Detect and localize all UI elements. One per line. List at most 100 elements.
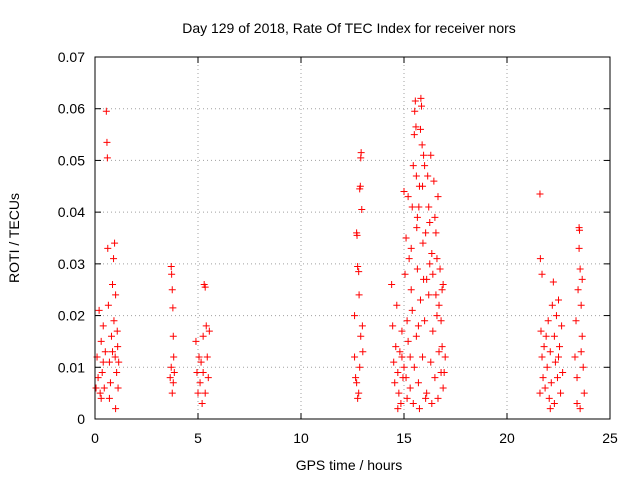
data-point bbox=[395, 389, 403, 397]
data-point bbox=[355, 389, 363, 397]
y-tick-labels: 0 0.01 0.02 0.03 0.04 0.05 0.06 0.07 bbox=[58, 49, 85, 427]
data-point bbox=[103, 138, 111, 146]
data-point bbox=[540, 343, 548, 351]
data-point bbox=[205, 327, 213, 335]
data-point bbox=[576, 405, 584, 413]
data-point bbox=[423, 389, 431, 397]
data-point bbox=[102, 107, 110, 115]
data-point bbox=[431, 213, 439, 221]
data-point bbox=[112, 405, 120, 413]
data-point bbox=[170, 353, 178, 361]
data-point bbox=[114, 384, 122, 392]
data-point bbox=[425, 203, 433, 211]
data-point bbox=[413, 213, 421, 221]
data-point bbox=[576, 226, 584, 234]
data-point bbox=[169, 379, 177, 387]
data-point bbox=[417, 94, 425, 102]
data-point bbox=[114, 343, 122, 351]
data-point bbox=[406, 384, 414, 392]
data-point bbox=[407, 286, 415, 294]
data-point bbox=[113, 327, 121, 335]
data-point bbox=[546, 348, 554, 356]
data-point bbox=[537, 327, 545, 335]
data-point bbox=[418, 141, 426, 149]
data-point bbox=[167, 363, 175, 371]
data-point bbox=[193, 368, 201, 376]
data-point bbox=[412, 332, 420, 340]
data-point bbox=[426, 218, 434, 226]
data-point bbox=[203, 353, 211, 361]
data-point bbox=[109, 348, 117, 356]
data-point bbox=[551, 358, 559, 366]
data-point bbox=[422, 394, 430, 402]
data-point bbox=[357, 332, 365, 340]
data-point bbox=[409, 399, 417, 407]
data-point bbox=[392, 343, 400, 351]
data-point bbox=[405, 255, 413, 263]
data-point bbox=[111, 239, 119, 247]
data-point bbox=[94, 374, 102, 382]
data-point bbox=[541, 384, 549, 392]
data-point bbox=[418, 102, 426, 110]
data-point bbox=[424, 172, 432, 180]
data-point bbox=[355, 291, 363, 299]
data-point bbox=[110, 317, 118, 325]
data-point bbox=[543, 363, 551, 371]
plot-frame bbox=[94, 56, 611, 420]
data-points bbox=[92, 94, 588, 413]
data-point bbox=[406, 353, 414, 361]
data-point bbox=[436, 265, 444, 273]
data-point bbox=[575, 244, 583, 252]
data-point bbox=[358, 206, 366, 214]
data-point bbox=[389, 322, 397, 330]
data-point bbox=[422, 229, 430, 237]
data-point bbox=[201, 283, 209, 291]
data-point bbox=[388, 281, 396, 289]
data-point bbox=[197, 358, 205, 366]
data-point bbox=[420, 151, 428, 159]
data-point bbox=[434, 193, 442, 201]
x-tick-label: 0 bbox=[91, 430, 99, 446]
x-tick-label: 10 bbox=[293, 430, 309, 446]
data-point bbox=[101, 348, 109, 356]
data-point bbox=[403, 317, 411, 325]
data-point bbox=[109, 281, 117, 289]
data-point bbox=[556, 343, 564, 351]
data-point bbox=[432, 291, 440, 299]
data-point bbox=[202, 322, 210, 330]
data-point bbox=[538, 353, 546, 361]
data-point bbox=[413, 224, 421, 232]
data-point bbox=[412, 123, 420, 131]
data-point bbox=[194, 389, 202, 397]
data-point bbox=[559, 368, 567, 376]
data-point bbox=[356, 363, 364, 371]
data-point bbox=[430, 177, 438, 185]
x-tick-label: 25 bbox=[602, 430, 618, 446]
data-point bbox=[398, 327, 406, 335]
data-point bbox=[115, 358, 123, 366]
data-point bbox=[113, 368, 121, 376]
y-tick-label: 0.05 bbox=[58, 152, 85, 168]
data-point bbox=[577, 301, 585, 309]
data-point bbox=[400, 187, 408, 195]
data-point bbox=[437, 317, 445, 325]
data-point bbox=[402, 234, 410, 242]
data-point bbox=[353, 231, 361, 239]
data-point bbox=[92, 384, 100, 392]
data-point bbox=[432, 229, 440, 237]
data-point bbox=[103, 154, 111, 162]
data-point bbox=[97, 337, 105, 345]
data-point bbox=[107, 332, 115, 340]
data-point bbox=[404, 337, 412, 345]
data-point bbox=[579, 363, 587, 371]
x-tick-label: 5 bbox=[194, 430, 202, 446]
data-point bbox=[549, 278, 557, 286]
data-point bbox=[357, 149, 365, 157]
data-point bbox=[550, 332, 558, 340]
data-point bbox=[439, 384, 447, 392]
data-point bbox=[167, 262, 175, 270]
data-point bbox=[572, 317, 580, 325]
data-point bbox=[538, 270, 546, 278]
data-point bbox=[201, 389, 209, 397]
data-point bbox=[419, 239, 427, 247]
